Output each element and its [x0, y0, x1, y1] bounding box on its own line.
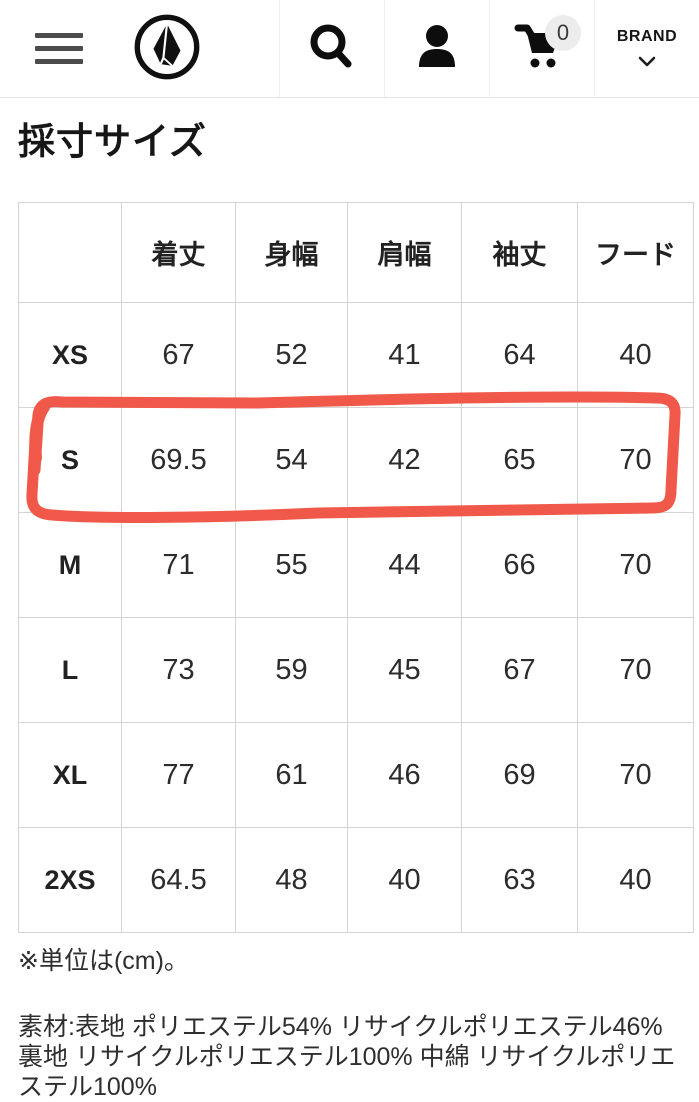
size-table-wrap: 着丈 身幅 肩幅 袖丈 フード XS 67 52 41 64 40 S 69.5 54 42 65 70 M 71…: [18, 202, 694, 933]
size-value-cell: 46: [347, 722, 462, 828]
topbar-spacer: [219, 0, 279, 97]
size-value-cell: 69.5: [121, 407, 236, 513]
brand-logo-button[interactable]: [115, 0, 219, 97]
account-button[interactable]: [384, 0, 489, 97]
size-value-cell: 64: [461, 302, 578, 408]
brand-menu-button[interactable]: BRAND: [594, 0, 699, 97]
search-icon: [306, 21, 358, 76]
hamburger-icon: [35, 33, 83, 64]
size-table-header-cell: [18, 202, 122, 303]
size-table-header-cell: 身幅: [235, 202, 348, 303]
menu-button[interactable]: [0, 0, 115, 97]
size-value-cell: 63: [461, 827, 578, 933]
size-value-cell: 67: [121, 302, 236, 408]
brand-menu-label: BRAND: [616, 27, 678, 45]
size-value-cell: 70: [577, 512, 694, 618]
size-value-cell: 61: [235, 722, 348, 828]
size-table-header-cell: 袖丈: [461, 202, 578, 303]
size-value-cell: 55: [235, 512, 348, 618]
size-value-cell: 42: [347, 407, 462, 513]
size-table-header-row: 着丈 身幅 肩幅 袖丈 フード: [18, 202, 694, 303]
size-value-cell: 77: [121, 722, 236, 828]
size-table-header-cell: 着丈: [121, 202, 236, 303]
size-value-cell: 40: [577, 827, 694, 933]
size-table-header-cell: フード: [577, 202, 694, 303]
search-button[interactable]: [279, 0, 384, 97]
size-row-label: S: [18, 407, 122, 513]
size-chart-section: 採寸サイズ 着丈 身幅 肩幅 袖丈 フード XS 67 52 41 64 40 S 69.5 54 42 6…: [0, 118, 699, 1102]
size-value-cell: 71: [121, 512, 236, 618]
size-value-cell: 44: [347, 512, 462, 618]
top-nav-bar: 0 BRAND: [0, 0, 699, 98]
size-value-cell: 41: [347, 302, 462, 408]
size-value-cell: 64.5: [121, 827, 236, 933]
size-value-cell: 59: [235, 617, 348, 723]
size-value-cell: 40: [577, 302, 694, 408]
size-value-cell: 70: [577, 722, 694, 828]
unit-note: ※単位は(cm)。: [18, 947, 189, 975]
person-icon: [412, 21, 462, 76]
size-row-label: XS: [18, 302, 122, 408]
size-row-label: XL: [18, 722, 122, 828]
size-row-label: L: [18, 617, 122, 723]
size-value-cell: 73: [121, 617, 236, 723]
size-row: M 71 55 44 66 70: [18, 512, 694, 618]
size-value-cell: 65: [461, 407, 578, 513]
chevron-down-icon: [638, 55, 656, 70]
size-row: L 73 59 45 67 70: [18, 617, 694, 723]
cart-count-badge: 0: [545, 15, 581, 51]
size-row-label: M: [18, 512, 122, 618]
page-title: 採寸サイズ: [18, 121, 207, 162]
size-row-label: 2XS: [18, 827, 122, 933]
size-table-header-cell: 肩幅: [347, 202, 462, 303]
size-value-cell: 48: [235, 827, 348, 933]
size-value-cell: 69: [461, 722, 578, 828]
size-value-cell: 45: [347, 617, 462, 723]
size-value-cell: 67: [461, 617, 578, 723]
materials-note: 素材:表地 ポリエステル54% リサイクルポリエステル46% 裏地 リサイクルポ…: [18, 1013, 676, 1101]
size-value-cell: 52: [235, 302, 348, 408]
size-value-cell: 40: [347, 827, 462, 933]
size-row: XS 67 52 41 64 40: [18, 302, 694, 408]
volcom-stone-logo-icon: [131, 11, 203, 86]
size-row-highlighted: S 69.5 54 42 65 70: [18, 407, 694, 513]
size-row: 2XS 64.5 48 40 63 40: [18, 827, 694, 933]
size-value-cell: 70: [577, 407, 694, 513]
size-table: 着丈 身幅 肩幅 袖丈 フード XS 67 52 41 64 40 S 69.5 54 42 65 70 M 71…: [18, 202, 694, 933]
size-value-cell: 54: [235, 407, 348, 513]
cart-button[interactable]: 0: [489, 0, 594, 97]
size-value-cell: 70: [577, 617, 694, 723]
size-value-cell: 66: [461, 512, 578, 618]
size-row: XL 77 61 46 69 70: [18, 722, 694, 828]
